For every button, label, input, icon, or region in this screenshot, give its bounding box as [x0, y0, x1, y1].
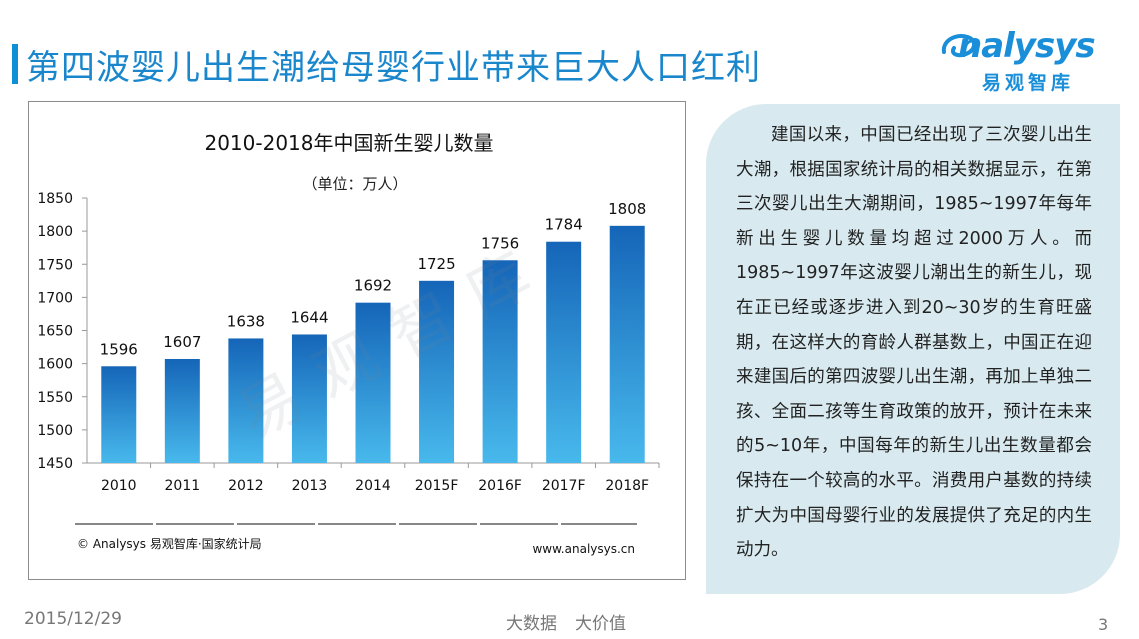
data-label: 1784 [545, 216, 583, 234]
data-label: 1596 [100, 340, 138, 358]
logo-swoosh-icon [941, 33, 977, 58]
x-tick-label: 2013 [292, 478, 328, 494]
bar [164, 358, 200, 463]
title-accent-bar [12, 44, 18, 84]
y-tick-label: 1650 [37, 324, 73, 340]
description-text: 建国以来，中国已经出现了三次婴儿出生大潮，根据国家统计局的相关数据显示，在第三次… [736, 125, 1092, 561]
x-tick-label: 2010 [101, 478, 137, 494]
data-label: 1692 [354, 277, 392, 295]
bar-chart: 2010-2018年中国新生婴儿数量 （单位：万人） 1450 1500 1550 160… [37, 131, 660, 556]
description-panel: 建国以来，中国已经出现了三次婴儿出生大潮，根据国家统计局的相关数据显示，在第三次… [706, 104, 1120, 594]
data-label: 1808 [608, 200, 646, 218]
footer-slogan-left: 大数据 [506, 614, 557, 634]
x-tick-label: 2012 [228, 478, 264, 494]
chart-subtitle: （单位：万人） [302, 175, 407, 193]
x-tick-label: 2014 [355, 478, 391, 494]
logo-brand-cn: 易观智库 [982, 72, 1075, 94]
y-tick-label: 1500 [37, 423, 73, 439]
footer-slogan: 大数据 大价值 [506, 609, 626, 634]
logo-brand-text: nalysys [958, 26, 1096, 66]
footer-date: 2015/12/29 [24, 609, 122, 629]
y-tick-label: 1800 [37, 224, 73, 240]
data-label: 1607 [163, 333, 201, 351]
bar [482, 260, 518, 463]
x-tick-label: 2017F [542, 478, 586, 494]
analysys-logo: nalysys 易观智库 [940, 24, 1110, 98]
x-tick-label: 2016F [478, 478, 522, 494]
page-number: 3 [1098, 615, 1109, 634]
bar [291, 334, 327, 463]
y-tick-label: 1700 [37, 290, 73, 306]
y-tick-label: 1600 [37, 357, 73, 373]
chart-source: © Analysys 易观智库·国家统计局 [77, 536, 262, 551]
chart-panel: 2010-2018年中国新生婴儿数量 （单位：万人） 1450 1500 1550 160… [28, 101, 686, 580]
bar [228, 338, 264, 463]
data-label: 1644 [290, 308, 328, 326]
x-tick-label: 2011 [165, 478, 201, 494]
footer-slogan-right: 大价值 [575, 614, 626, 634]
data-label: 1725 [417, 255, 455, 273]
y-tick-label: 1450 [37, 456, 73, 472]
y-tick-label: 1550 [37, 390, 73, 406]
bar [355, 302, 391, 463]
bar [419, 280, 455, 463]
bar [609, 225, 645, 463]
chart-website: www.analysys.cn [532, 542, 635, 556]
y-tick-label: 1850 [37, 191, 73, 207]
x-tick-label: 2018F [605, 478, 649, 494]
bar [546, 241, 582, 463]
x-tick-label: 2015F [415, 478, 459, 494]
data-label: 1756 [481, 234, 519, 252]
y-tick-label: 1750 [37, 257, 73, 273]
bar [101, 366, 137, 463]
page-title: 第四波婴儿出生潮给母婴行业带来巨大人口红利 [26, 48, 761, 88]
data-label: 1638 [227, 312, 265, 330]
chart-title: 2010-2018年中国新生婴儿数量 [204, 131, 493, 155]
